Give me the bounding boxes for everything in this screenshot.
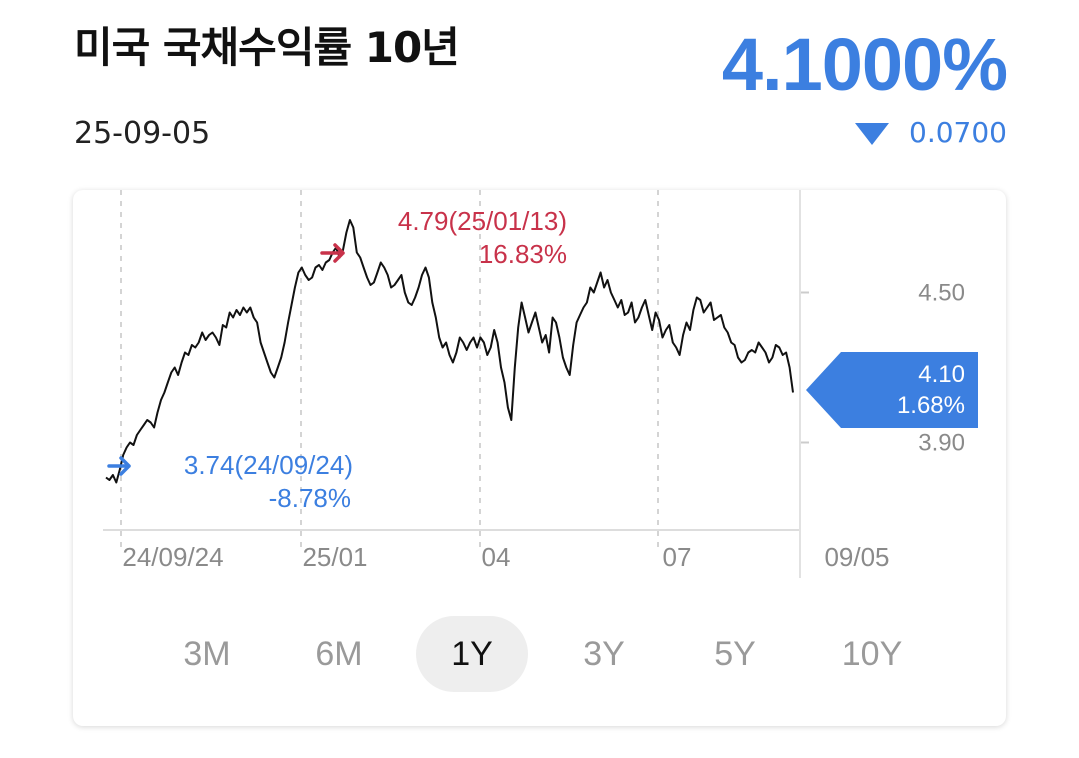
low-pct-label: -8.78% — [269, 483, 351, 513]
chart-card: 4.50 3.90 24/09/24 25/01 04 07 09/05 4.79(25… — [73, 190, 1006, 726]
period-tab-6m[interactable]: 6M — [315, 634, 363, 673]
series-line — [105, 219, 794, 484]
arrow-right-icon — [320, 243, 345, 263]
x-tick-label: 09/05 — [824, 542, 889, 572]
y-tick-label: 4.50 — [918, 280, 965, 307]
low-value-label: 3.74(24/09/24) — [184, 450, 353, 480]
yield-line-chart[interactable]: 4.50 3.90 24/09/24 25/01 04 07 09/05 4.79(25… — [73, 190, 1006, 610]
y-tick-label: 3.90 — [918, 430, 965, 457]
current-yield: 4.1000% — [721, 23, 1008, 106]
period-tabs: 3M 6M 1Y 3Y 5Y 10Y — [73, 616, 1006, 692]
x-tick-label: 04 — [482, 542, 511, 572]
period-tab-1y[interactable]: 1Y — [416, 616, 528, 692]
daily-change: 0.0700 — [855, 116, 1007, 149]
current-value-marker — [806, 352, 978, 428]
quote-date: 25-09-05 — [74, 116, 211, 151]
x-tick-label: 25/01 — [302, 542, 367, 572]
x-tick-label: 07 — [663, 542, 692, 572]
current-pct-label: 1.68% — [897, 392, 965, 419]
triangle-down-icon — [855, 122, 890, 145]
arrow-right-icon — [107, 456, 131, 476]
period-tab-3y[interactable]: 3Y — [583, 634, 625, 673]
change-value: 0.0700 — [909, 116, 1007, 149]
high-pct-label: 16.83% — [479, 239, 567, 269]
period-tab-3m[interactable]: 3M — [183, 634, 231, 673]
high-value-label: 4.79(25/01/13) — [398, 206, 567, 236]
current-value-label: 4.10 — [918, 361, 965, 388]
period-tab-5y[interactable]: 5Y — [714, 634, 756, 673]
period-tab-10y[interactable]: 10Y — [841, 634, 903, 673]
x-tick-label: 24/09/24 — [122, 542, 223, 572]
page-title: 미국 국채수익률 10년 — [74, 23, 460, 72]
